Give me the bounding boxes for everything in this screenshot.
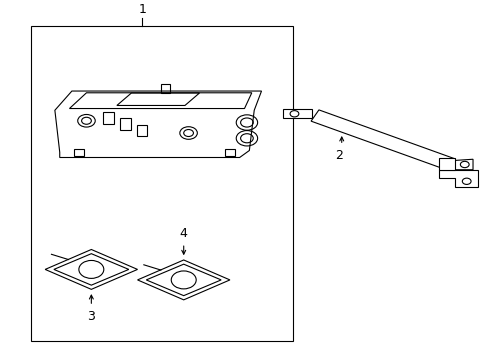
Polygon shape — [310, 110, 454, 170]
Polygon shape — [446, 159, 472, 170]
Bar — [30, 26, 292, 341]
Polygon shape — [55, 91, 261, 157]
Polygon shape — [137, 260, 229, 300]
Text: 1: 1 — [138, 3, 146, 16]
Text: 2: 2 — [335, 149, 343, 162]
Text: 3: 3 — [87, 310, 95, 323]
Polygon shape — [283, 109, 311, 118]
Polygon shape — [438, 158, 454, 170]
Polygon shape — [45, 249, 137, 289]
Polygon shape — [438, 170, 477, 187]
Text: 4: 4 — [180, 227, 187, 240]
